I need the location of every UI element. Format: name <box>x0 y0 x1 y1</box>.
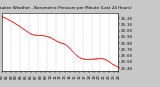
Text: Milwaukee Weather - Barometric Pressure per Minute (Last 24 Hours): Milwaukee Weather - Barometric Pressure … <box>0 6 132 10</box>
